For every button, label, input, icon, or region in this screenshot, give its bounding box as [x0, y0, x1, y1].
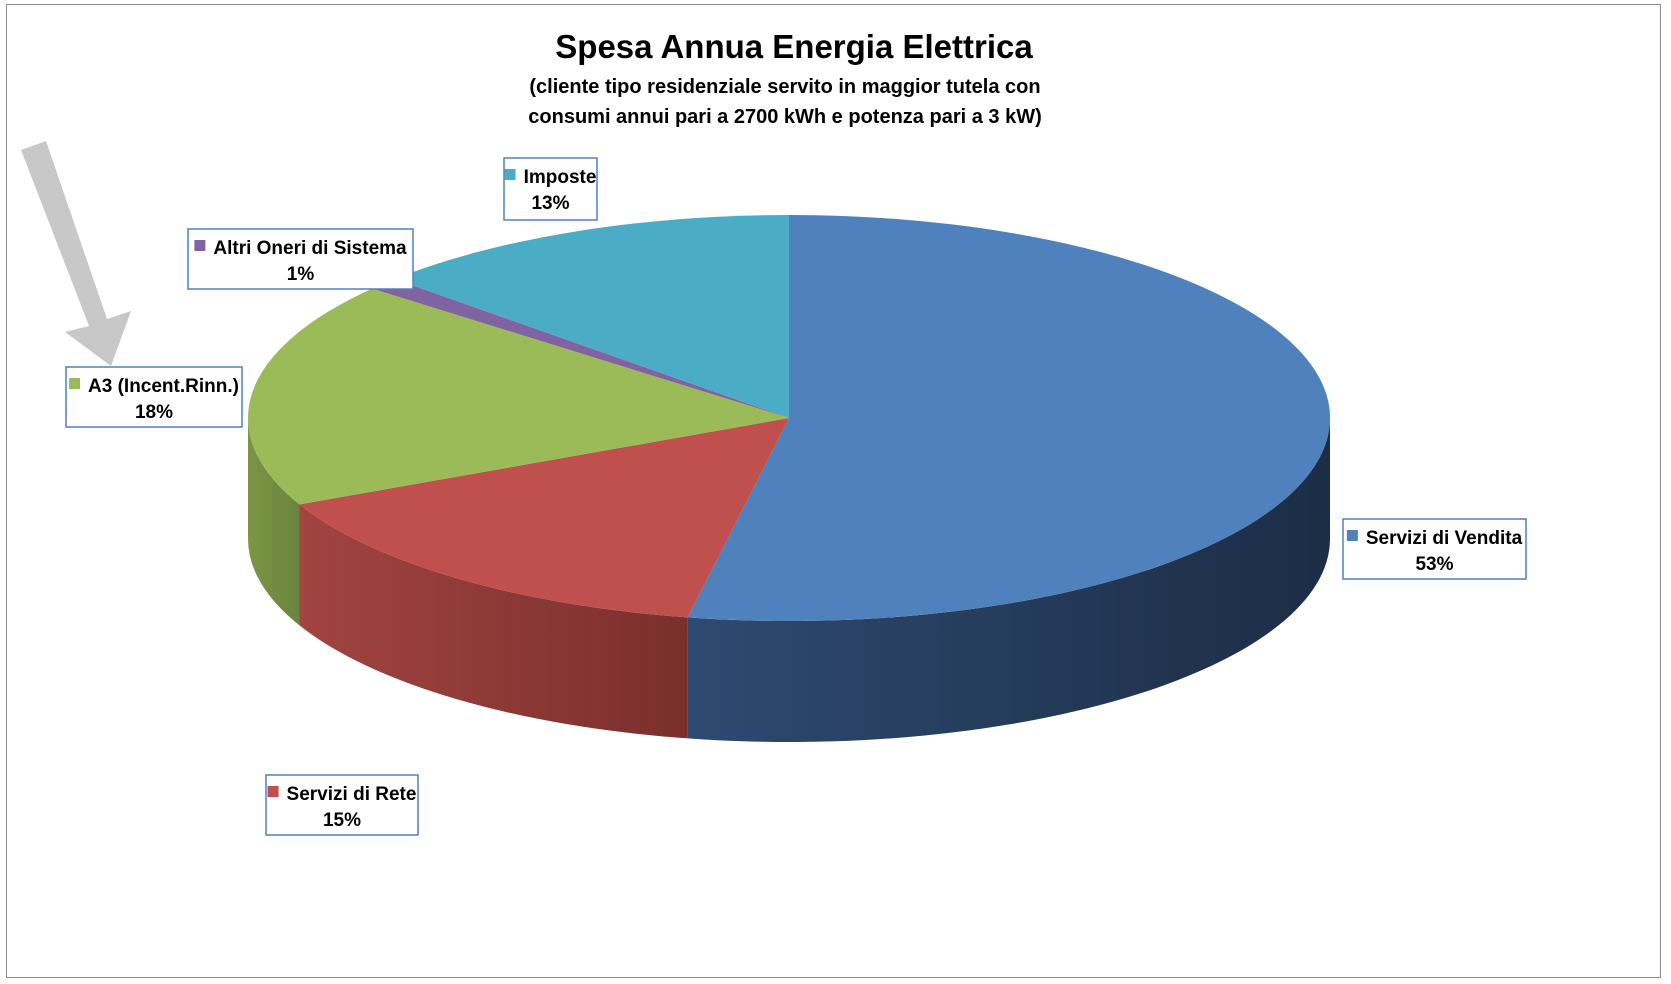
chart-frame: Spesa Annua Energia Elettrica (cliente t… [6, 4, 1661, 978]
data-label-box [503, 157, 598, 221]
data-label-3: Altri Oneri di Sistema 1% [187, 228, 414, 290]
pie-slice-4 [394, 215, 789, 418]
data-label-4: Imposte 13% [503, 157, 598, 221]
data-label-box [1342, 518, 1527, 580]
pie-slice-3 [372, 279, 789, 418]
data-label-name: Servizi di Vendita [1366, 528, 1523, 549]
pie-slice-2 [248, 288, 790, 505]
data-label-name: Altri Oneri di Sistema [213, 238, 407, 259]
data-label-value: 53% [1415, 554, 1453, 575]
data-label-2: A3 (Incent.Rinn.) 18% [65, 366, 243, 428]
pie-side-2 [248, 418, 300, 626]
data-label-box [187, 228, 414, 290]
data-labels: Servizi di Vendita 53% Servizi di Rete 15% A… [65, 157, 1527, 836]
legend-key-square [504, 169, 516, 180]
legend-key-square [69, 378, 81, 389]
data-label-box [65, 366, 243, 428]
annotation-arrow [21, 141, 131, 366]
data-label-name: Imposte [524, 167, 597, 188]
data-label-value: 13% [531, 193, 569, 214]
pie-chart: Spesa Annua Energia Elettrica (cliente t… [21, 28, 1527, 836]
pie-side-walls [248, 418, 1330, 742]
pie-slice-0 [687, 215, 1331, 621]
pie-slice-1 [299, 418, 789, 618]
legend-key-square [1346, 530, 1358, 541]
data-label-value: 18% [135, 402, 173, 423]
legend-key-square [267, 786, 279, 797]
pie-side-0 [687, 418, 1330, 742]
chart-subtitle-line-1: (cliente tipo residenziale servito in ma… [529, 76, 1040, 98]
chart-title: Spesa Annua Energia Elettrica [555, 28, 1033, 65]
data-label-0: Servizi di Vendita 53% [1342, 518, 1527, 580]
data-label-name: A3 (Incent.Rinn.) [88, 376, 239, 397]
pie-top-faces [248, 215, 1331, 621]
chart-subtitle-line-2: consumi annui pari a 2700 kWh e potenza … [528, 106, 1041, 128]
data-label-value: 1% [287, 264, 315, 285]
data-label-box [265, 774, 419, 836]
data-label-1: Servizi di Rete 15% [265, 774, 419, 836]
pie-side-1 [299, 504, 688, 739]
data-label-name: Servizi di Rete [287, 784, 417, 805]
data-label-value: 15% [323, 810, 361, 831]
legend-key-square [194, 240, 206, 251]
